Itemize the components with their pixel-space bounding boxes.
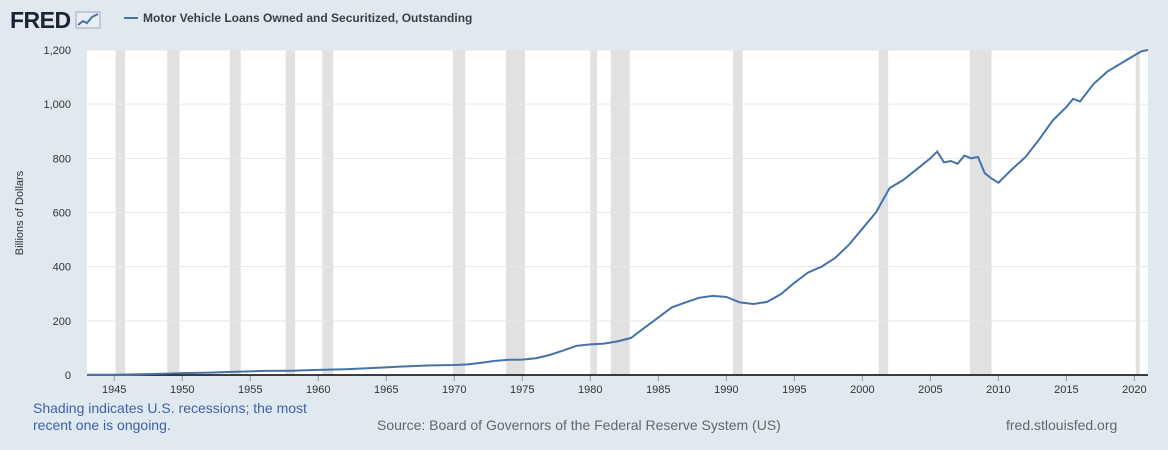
x-tick-label: 2010 <box>986 384 1010 396</box>
source-text: Source: Board of Governors of the Federa… <box>377 417 781 433</box>
series-line[interactable] <box>87 49 1149 376</box>
x-tick-label: 1965 <box>374 384 398 396</box>
x-tick-label: 1980 <box>578 384 602 396</box>
recession-note-line1: Shading indicates U.S. recessions; the m… <box>33 400 307 416</box>
y-axis-ticks: 0 200 400 600 800 1,000 1,200 <box>43 45 71 382</box>
x-axis-ticks: 1945 1950 1955 1960 1965 1970 1975 1980 1985 1990… <box>102 375 1147 396</box>
fred-logo-chart-icon <box>75 11 101 29</box>
x-tick-label: 2005 <box>918 384 942 396</box>
legend-series-label[interactable]: Motor Vehicle Loans Owned and Securitize… <box>143 11 473 25</box>
y-tick-label: 0 <box>65 370 71 382</box>
y-tick-label: 1,200 <box>43 45 71 57</box>
recession-note-line2: recent one is ongoing. <box>33 417 171 433</box>
x-tick-label: 1955 <box>238 384 262 396</box>
x-tick-label: 1985 <box>646 384 670 396</box>
x-tick-label: 1990 <box>714 384 738 396</box>
chart-legend: Motor Vehicle Loans Owned and Securitize… <box>124 11 472 25</box>
x-tick-label: 1995 <box>782 384 806 396</box>
x-tick-label: 1970 <box>442 384 466 396</box>
x-tick-label: 2015 <box>1054 384 1078 396</box>
y-tick-label: 400 <box>53 262 71 274</box>
site-link[interactable]: fred.stlouisfed.org <box>1006 417 1118 433</box>
y-tick-label: 200 <box>53 316 71 328</box>
y-tick-label: 600 <box>53 208 71 220</box>
x-tick-label: 2000 <box>850 384 874 396</box>
x-tick-label: 2020 <box>1122 384 1146 396</box>
x-tick-label: 1960 <box>306 384 330 396</box>
y-tick-label: 800 <box>53 153 71 165</box>
recession-note: Shading indicates U.S. recessions; the m… <box>33 400 333 434</box>
y-axis-title: Billions of Dollars <box>14 170 26 255</box>
legend-line-swatch <box>124 17 138 19</box>
x-tick-label: 1950 <box>170 384 194 396</box>
x-tick-label: 1975 <box>510 384 534 396</box>
fred-logo[interactable]: FRED <box>10 6 71 33</box>
fred-header: FRED <box>10 6 101 34</box>
x-tick-label: 1945 <box>102 384 126 396</box>
y-tick-label: 1,000 <box>43 99 71 111</box>
